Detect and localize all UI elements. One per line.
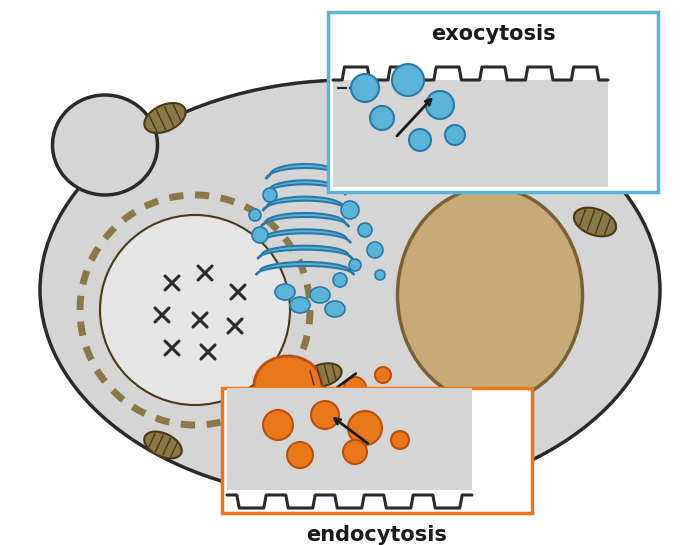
Circle shape — [409, 129, 431, 151]
Polygon shape — [256, 262, 354, 275]
Ellipse shape — [310, 287, 330, 303]
Circle shape — [287, 442, 313, 468]
Circle shape — [370, 106, 394, 130]
Ellipse shape — [325, 301, 345, 317]
Circle shape — [344, 377, 366, 399]
Circle shape — [341, 201, 359, 219]
Ellipse shape — [304, 364, 342, 387]
Polygon shape — [259, 229, 351, 243]
Polygon shape — [262, 197, 347, 211]
Circle shape — [249, 209, 261, 221]
Circle shape — [375, 270, 385, 280]
Ellipse shape — [144, 432, 182, 458]
Ellipse shape — [52, 95, 158, 195]
Circle shape — [358, 223, 372, 237]
Circle shape — [343, 440, 367, 464]
Ellipse shape — [40, 80, 660, 500]
Circle shape — [263, 410, 293, 440]
Circle shape — [392, 64, 424, 96]
Polygon shape — [265, 180, 346, 195]
Circle shape — [391, 431, 409, 449]
Text: exocytosis: exocytosis — [430, 24, 555, 44]
Circle shape — [263, 188, 277, 202]
Ellipse shape — [294, 400, 322, 420]
Bar — [328, 12, 658, 192]
Circle shape — [349, 259, 361, 271]
Circle shape — [426, 91, 454, 119]
Circle shape — [351, 74, 379, 102]
Ellipse shape — [398, 187, 582, 403]
Circle shape — [445, 125, 465, 145]
Ellipse shape — [144, 103, 186, 133]
Text: endocytosis: endocytosis — [307, 525, 447, 545]
Ellipse shape — [245, 390, 279, 416]
Bar — [333, 80, 608, 187]
Polygon shape — [261, 213, 349, 227]
Circle shape — [363, 393, 381, 411]
Polygon shape — [266, 164, 344, 179]
Circle shape — [367, 242, 383, 258]
Ellipse shape — [290, 297, 310, 313]
Circle shape — [100, 215, 290, 405]
Polygon shape — [258, 246, 352, 259]
Ellipse shape — [254, 356, 322, 414]
Circle shape — [375, 367, 391, 383]
Circle shape — [311, 401, 339, 429]
Circle shape — [333, 273, 347, 287]
Circle shape — [348, 411, 382, 445]
Bar — [222, 388, 532, 513]
Circle shape — [252, 227, 268, 243]
Bar — [227, 388, 472, 490]
Ellipse shape — [574, 208, 616, 237]
Ellipse shape — [275, 284, 295, 300]
